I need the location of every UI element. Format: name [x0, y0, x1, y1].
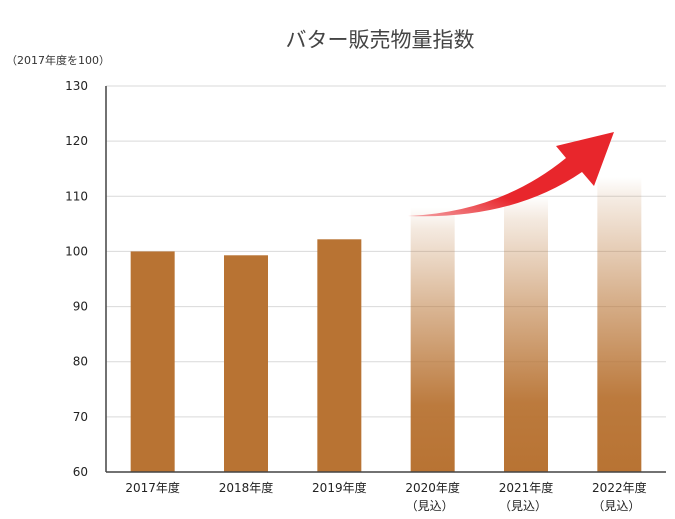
y-tick-label: 120 [65, 134, 88, 148]
rising-trend-arrow-icon [408, 132, 614, 217]
bar-2017年度 [130, 251, 175, 472]
grid-lines [106, 85, 666, 418]
trend-arrow-group [408, 132, 614, 217]
x-tick-label: 2018年度 [219, 480, 274, 495]
y-tick-label: 80 [73, 355, 88, 369]
x-tick-sublabel: （見込） [592, 499, 640, 513]
x-tick-sublabel: （見込） [499, 499, 547, 513]
bars-group [130, 176, 642, 473]
axes-group [105, 86, 666, 473]
bar-2022年度 [597, 176, 642, 472]
bar-2018年度 [224, 255, 268, 472]
y-tick-labels: 60 70 80 90 100 110 120 130 [65, 79, 88, 479]
x-tick-label: 2019年度 [312, 480, 367, 495]
y-tick-label: 110 [65, 189, 88, 203]
y-tick-label: 130 [65, 79, 88, 93]
x-tick-sublabel: （見込） [406, 499, 454, 513]
y-tick-label: 100 [65, 244, 88, 258]
x-tick-label: 2021年度 [499, 480, 554, 495]
chart-title: バター販売物量指数 [286, 28, 475, 52]
bar-2019年度 [317, 239, 362, 472]
bar-2020年度 [410, 207, 455, 473]
x-tick-labels: 2017年度 2018年度 2019年度 2020年度 （見込） 2021年度 （見込） 20… [125, 480, 646, 513]
x-tick-label: 2020年度 [405, 480, 460, 495]
x-tick-label: 2022年度 [592, 480, 647, 495]
y-tick-label: 70 [73, 410, 88, 424]
y-tick-label: 90 [73, 300, 88, 314]
y-axis-unit-label: （2017年度を100） [6, 53, 110, 67]
x-tick-label: 2017年度 [125, 480, 180, 495]
bar-2021年度 [504, 196, 548, 473]
y-tick-label: 60 [73, 465, 88, 479]
